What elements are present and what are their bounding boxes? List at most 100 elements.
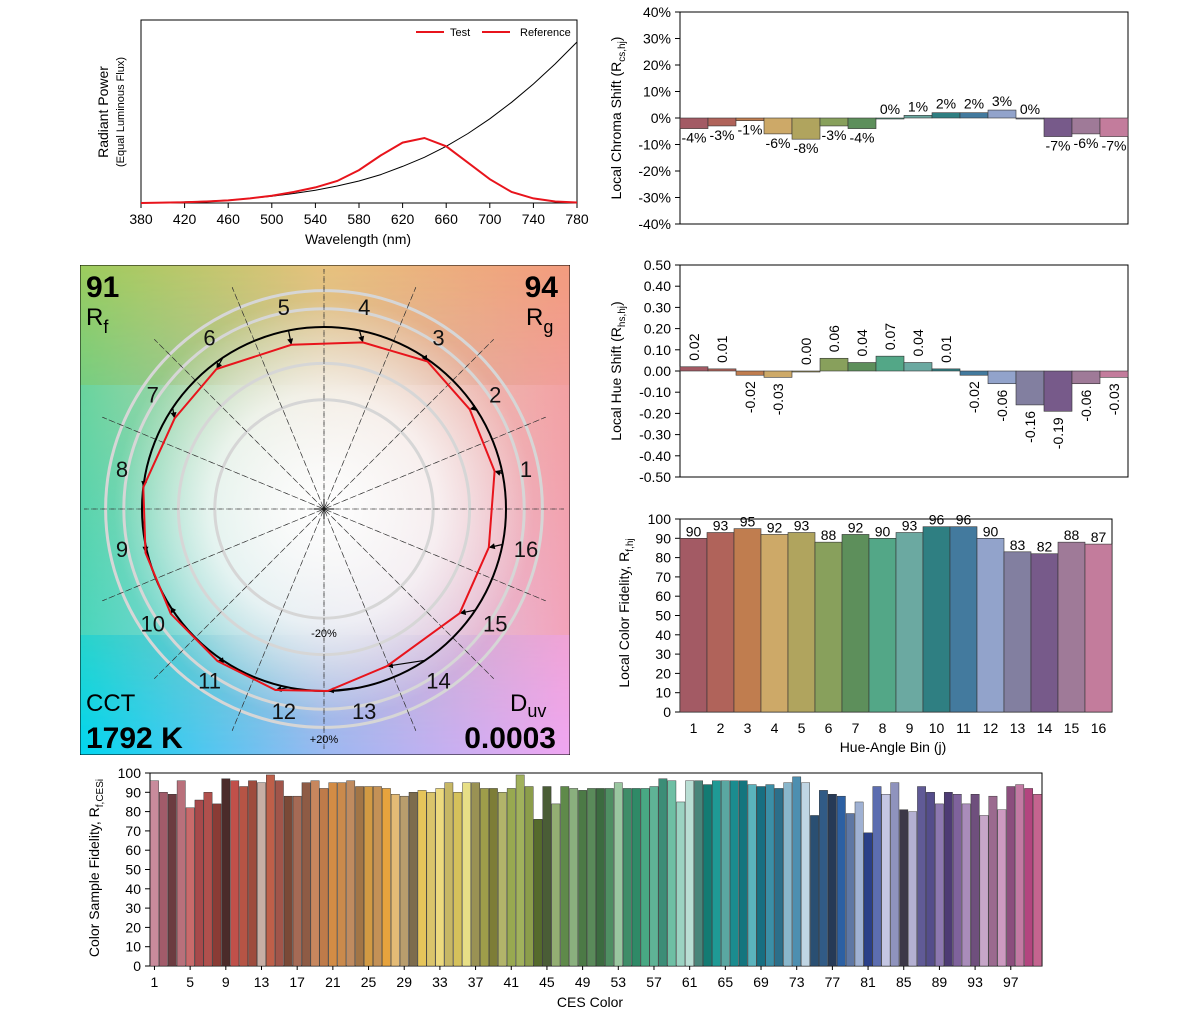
cct-value: 1792 K — [86, 722, 183, 755]
ces-xtick-label: 85 — [896, 974, 912, 990]
lf-xtick-label: 13 — [1010, 720, 1026, 736]
ces-bar — [730, 781, 738, 966]
ces-bar — [257, 783, 265, 966]
lf-ytick-label: 70 — [655, 569, 671, 585]
lf-xtick-label: 16 — [1091, 720, 1107, 736]
chroma-ylabel: Local Chroma Shift (Rcs,hj) — [608, 37, 628, 200]
lf-xtick-label: 1 — [690, 720, 698, 736]
hue-bin-label-14: 14 — [426, 668, 450, 693]
ces-bar — [195, 800, 203, 966]
chroma-bar — [680, 118, 708, 129]
hue-ytick-label: 0.10 — [644, 342, 671, 358]
ces-xtick-label: 33 — [432, 974, 448, 990]
ces-xtick-label: 89 — [932, 974, 948, 990]
ces-bar — [543, 787, 551, 966]
ces-bar — [507, 788, 515, 966]
lf-bar-label: 88 — [1064, 527, 1080, 543]
lf-bar-label: 93 — [794, 518, 810, 534]
hue-bin-label-15: 15 — [483, 611, 507, 636]
chroma-bar-label: -3% — [822, 127, 847, 143]
ces-bar — [891, 783, 899, 966]
hue-bar — [792, 371, 820, 372]
lf-bar-label: 82 — [1037, 539, 1053, 555]
hue-bar — [1100, 371, 1128, 377]
chroma-bar — [932, 113, 960, 118]
ces-bar — [677, 802, 685, 966]
legend-test-label: Test — [450, 27, 470, 39]
lf-bar-label: 96 — [956, 512, 972, 528]
chroma-bar-label: 2% — [936, 96, 956, 112]
chroma-ytick-label: 10% — [643, 84, 671, 100]
lf-bar — [842, 534, 869, 712]
hue-bar — [904, 363, 932, 371]
ces-bar — [489, 788, 497, 966]
ces-ytick-label: 0 — [133, 958, 141, 974]
ces-bar — [293, 796, 301, 966]
hue-bar — [820, 358, 848, 371]
ces-bar — [641, 788, 649, 966]
chroma-ytick-label: -20% — [638, 163, 671, 179]
lf-ytick-label: 40 — [655, 627, 671, 643]
lf-xtick-label: 6 — [825, 720, 833, 736]
lf-bar-label: 87 — [1091, 529, 1107, 545]
ces-bar — [810, 815, 818, 966]
ces-bar — [150, 781, 158, 966]
spectrum-xtick-label: 700 — [478, 211, 502, 227]
hue-bar-label: -0.02 — [966, 381, 982, 413]
ces-bar — [721, 781, 729, 966]
chroma-bar-label: -3% — [710, 127, 735, 143]
ces-xtick-label: 21 — [325, 974, 341, 990]
ces-bar — [962, 804, 970, 966]
ces-xtick-label: 69 — [753, 974, 769, 990]
ces-bar — [445, 783, 453, 966]
hue-bin-label-3: 3 — [432, 326, 444, 351]
ces-bar — [391, 794, 399, 966]
chroma-bar-label: -7% — [1102, 138, 1127, 154]
ces-xtick-label: 77 — [825, 974, 841, 990]
lf-bar — [896, 533, 923, 712]
ces-xtick-label: 65 — [718, 974, 734, 990]
hue-bin-label-5: 5 — [278, 295, 290, 320]
ces-bar — [864, 833, 872, 966]
chroma-bar — [848, 118, 876, 129]
lf-bar — [680, 538, 707, 712]
lf-xtick-label: 2 — [717, 720, 725, 736]
lf-ytick-label: 30 — [655, 646, 671, 662]
hue-ytick-label: -0.40 — [639, 448, 671, 464]
spectrum-plot-frame — [141, 20, 577, 203]
hue-bar — [736, 371, 764, 375]
ces-ytick-label: 80 — [125, 804, 141, 820]
ces-bar — [748, 785, 756, 966]
hue-ytick-label: -0.10 — [639, 384, 671, 400]
ces-bar — [400, 796, 408, 966]
hue-bar-label: -0.02 — [742, 381, 758, 413]
chroma-bar-label: -8% — [794, 140, 819, 156]
ces-bar — [900, 810, 908, 966]
chroma-bar-label: 1% — [908, 98, 928, 114]
rf-value: 91 — [86, 271, 119, 304]
hue-bar-label: -0.06 — [994, 390, 1010, 422]
ces-bar — [828, 794, 836, 966]
lf-xtick-label: 11 — [956, 720, 971, 736]
ces-bar — [364, 787, 372, 966]
lf-xlabel: Hue-Angle Bin (j) — [840, 739, 947, 755]
ces-bar — [775, 788, 783, 966]
ces-bar — [355, 787, 363, 966]
ces-bar — [302, 783, 310, 966]
ces-ytick-label: 50 — [125, 862, 141, 878]
hue-ylabel: Local Hue Shift (Rhs,hj) — [608, 301, 628, 440]
hue-ytick-label: 0.00 — [644, 363, 671, 379]
ces-bar — [480, 788, 488, 966]
chroma-bar-label: 0% — [1020, 101, 1040, 117]
chroma-bar — [708, 118, 736, 126]
ces-bar — [694, 781, 702, 966]
hue-bin-label-16: 16 — [514, 537, 538, 562]
ces-xtick-label: 17 — [289, 974, 305, 990]
ces-bar — [373, 787, 381, 966]
ces-xtick-label: 73 — [789, 974, 805, 990]
lf-ytick-label: 0 — [663, 704, 671, 720]
lf-bar — [1085, 544, 1112, 712]
hue-bar-label: 0.02 — [686, 333, 702, 360]
ces-xtick-label: 41 — [503, 974, 519, 990]
chroma-bar — [988, 110, 1016, 118]
